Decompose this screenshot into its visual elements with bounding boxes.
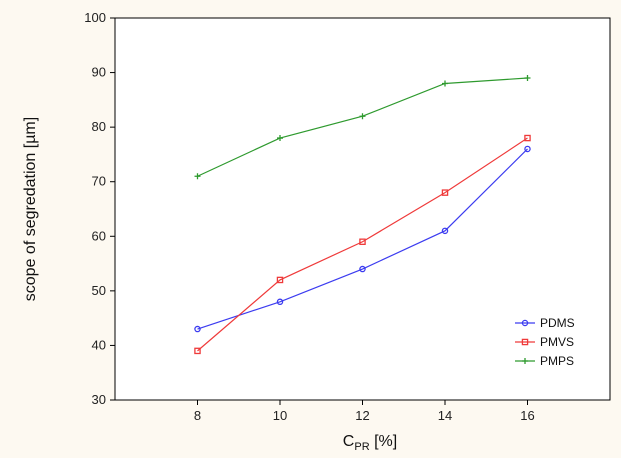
y-tick-label: 90 <box>92 65 106 80</box>
y-tick-label: 70 <box>92 174 106 189</box>
data-point <box>442 80 448 87</box>
x-axis: 8 10 12 14 16 <box>194 400 535 423</box>
x-tick-label: 10 <box>273 408 287 423</box>
data-point <box>441 227 449 235</box>
legend-item: PMPS <box>515 354 574 368</box>
data-point <box>359 113 366 120</box>
data-point <box>194 347 201 355</box>
x-tick-label: 12 <box>355 408 369 423</box>
data-point <box>277 135 283 142</box>
data-point <box>359 265 366 273</box>
x-axis-title-main: C <box>343 433 355 450</box>
y-tick-label: 60 <box>92 228 106 243</box>
data-point <box>194 325 201 333</box>
x-axis-title-unit: [%] <box>370 433 398 450</box>
plot-area <box>114 17 611 401</box>
series-layer <box>194 75 531 355</box>
y-axis-title: scope of segredation [µm] <box>22 117 39 301</box>
legend-item: PMVS <box>515 335 574 349</box>
legend-label: PMPS <box>540 354 574 368</box>
data-point <box>194 173 201 180</box>
legend-label: PDMS <box>540 316 575 330</box>
y-tick-label: 80 <box>92 119 106 134</box>
series-pmvs <box>194 134 531 355</box>
x-tick-label: 14 <box>438 408 452 423</box>
series-line <box>197 148 528 330</box>
data-point <box>524 75 531 82</box>
x-axis-title-subscript: PR <box>354 441 369 453</box>
series-pdms <box>194 145 531 333</box>
x-tick-label: 16 <box>520 408 534 423</box>
legend-marker <box>521 319 529 327</box>
series-line <box>197 137 528 352</box>
y-tick-label: 30 <box>92 392 106 407</box>
data-point <box>524 134 531 142</box>
series-pmps <box>194 75 531 180</box>
x-axis-title: CPR [%] <box>343 433 397 453</box>
y-tick-label: 50 <box>92 283 106 298</box>
legend-marker <box>522 358 528 364</box>
legend-marker <box>521 338 529 346</box>
y-tick-label: 100 <box>84 10 106 25</box>
data-point <box>359 238 366 245</box>
x-tick-label: 8 <box>194 408 201 423</box>
data-point <box>524 145 531 153</box>
y-tick-label: 40 <box>92 337 106 352</box>
data-point <box>276 298 284 306</box>
legend: PDMS PMVS PMPS <box>515 316 575 368</box>
data-point <box>441 189 449 196</box>
data-point <box>276 276 284 284</box>
y-axis: 30 40 50 60 70 80 90 100 <box>84 10 115 407</box>
legend-label: PMVS <box>540 335 574 349</box>
legend-item: PDMS <box>515 316 575 330</box>
